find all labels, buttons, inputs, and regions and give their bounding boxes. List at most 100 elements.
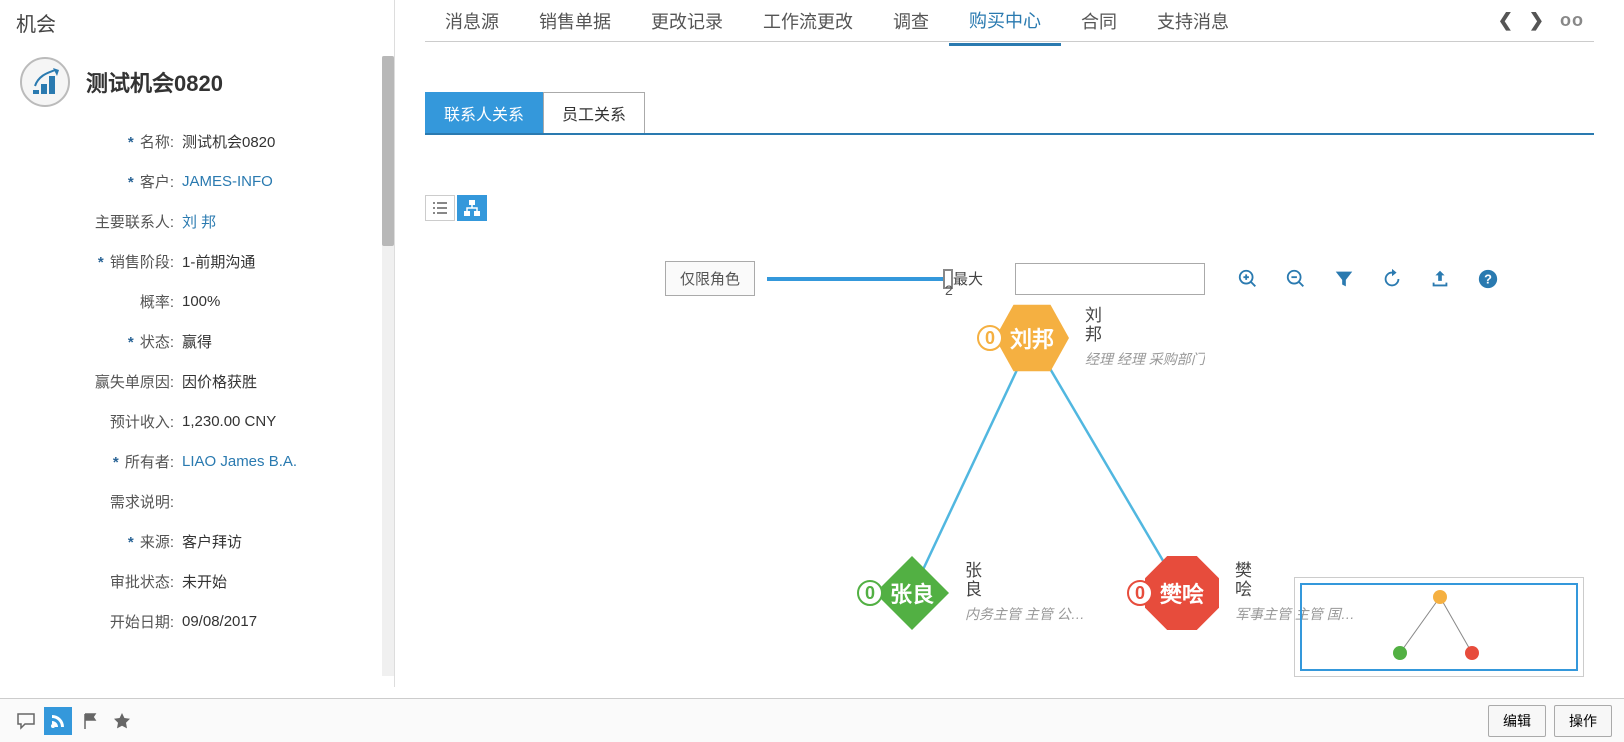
main-tab[interactable]: 调查 bbox=[873, 0, 949, 44]
minimap-node bbox=[1433, 590, 1447, 604]
main-tab-bar: 消息源销售单据更改记录工作流更改调查购买中心合同支持消息 ❮ ❯ oo bbox=[425, 0, 1594, 42]
list-view-button[interactable] bbox=[425, 195, 455, 221]
field-row: 审批状态:未开始 bbox=[0, 561, 384, 601]
node-role: 内务主管 主管 公… bbox=[965, 604, 1085, 624]
field-value[interactable]: 刘 邦 bbox=[182, 211, 216, 232]
field-row: * 销售阶段:1-前期沟通 bbox=[0, 241, 384, 281]
edit-button[interactable]: 编辑 bbox=[1488, 705, 1546, 737]
node-name: 张良 bbox=[965, 562, 1085, 599]
minimap[interactable] bbox=[1294, 577, 1584, 677]
bottom-button-group: 编辑 操作 bbox=[1488, 705, 1612, 737]
field-label: 需求说明: bbox=[12, 491, 182, 512]
bottom-bar: 编辑 操作 bbox=[0, 698, 1624, 742]
field-row: 需求说明: bbox=[0, 481, 384, 521]
field-row: 开始日期:09/08/2017 bbox=[0, 601, 384, 641]
field-label: * 客户: bbox=[12, 171, 182, 192]
field-label: * 来源: bbox=[12, 531, 182, 552]
diagram-node[interactable]: 刘邦0刘邦经理 经理 采购部门 bbox=[995, 301, 1205, 375]
field-value: 未开始 bbox=[182, 571, 227, 592]
field-row: * 所有者:LIAO James B.A. bbox=[0, 441, 384, 481]
node-shape[interactable]: 张良 bbox=[875, 556, 949, 630]
sub-tab-bar: 联系人关系员工关系 bbox=[425, 92, 1594, 135]
slider-max-label: 最大 bbox=[953, 268, 983, 289]
field-value: 09/08/2017 bbox=[182, 613, 257, 630]
export-icon[interactable] bbox=[1429, 268, 1451, 290]
node-badge: 0 bbox=[857, 580, 883, 606]
opportunity-icon bbox=[20, 57, 70, 107]
field-value[interactable]: LIAO James B.A. bbox=[182, 453, 297, 470]
field-value: 客户拜访 bbox=[182, 531, 242, 552]
node-name: 刘邦 bbox=[1085, 307, 1205, 344]
tab-more[interactable]: oo bbox=[1556, 10, 1588, 31]
field-row: 主要联系人:刘 邦 bbox=[0, 201, 384, 241]
field-list: * 名称:测试机会0820* 客户:JAMES-INFO 主要联系人:刘 邦* … bbox=[0, 121, 394, 687]
main-tab[interactable]: 购买中心 bbox=[949, 0, 1061, 46]
star-icon[interactable] bbox=[108, 707, 136, 735]
sub-tab[interactable]: 联系人关系 bbox=[425, 92, 543, 133]
node-shape[interactable]: 樊哙 bbox=[1145, 556, 1219, 630]
field-value: 赢得 bbox=[182, 331, 212, 352]
sub-tab[interactable]: 员工关系 bbox=[543, 92, 645, 133]
record-title: 测试机会0820 bbox=[86, 66, 223, 98]
help-icon[interactable]: ? bbox=[1477, 268, 1499, 290]
left-panel: 机会 测试机会0820 * 名称:测试机会0820* 客户:JAMES-INFO… bbox=[0, 0, 395, 687]
field-value: 因价格获胜 bbox=[182, 371, 257, 392]
field-label: 开始日期: bbox=[12, 611, 182, 632]
search-input[interactable] bbox=[1022, 271, 1203, 287]
actions-button[interactable]: 操作 bbox=[1554, 705, 1612, 737]
depth-slider[interactable]: 最大 2 bbox=[767, 268, 983, 289]
field-label: 预计收入: bbox=[12, 411, 182, 432]
field-value: 100% bbox=[182, 293, 220, 310]
main-tab[interactable]: 销售单据 bbox=[519, 0, 631, 44]
field-row: * 名称:测试机会0820 bbox=[0, 121, 384, 161]
field-row: * 状态:赢得 bbox=[0, 321, 384, 361]
tab-prev[interactable]: ❮ bbox=[1494, 10, 1517, 31]
field-row: 预计收入:1,230.00 CNY bbox=[0, 401, 384, 441]
main-tab[interactable]: 更改记录 bbox=[631, 0, 743, 44]
diagram-edge bbox=[1032, 338, 1182, 593]
field-label: * 所有者: bbox=[12, 451, 182, 472]
node-badge: 0 bbox=[977, 325, 1003, 351]
tab-next[interactable]: ❯ bbox=[1525, 10, 1548, 31]
main-tab[interactable]: 合同 bbox=[1061, 0, 1137, 44]
main-tab[interactable]: 消息源 bbox=[425, 0, 519, 44]
diagram-toolbar: ? bbox=[1237, 268, 1499, 290]
view-switch bbox=[425, 195, 1594, 221]
refresh-icon[interactable] bbox=[1381, 268, 1403, 290]
main-tab[interactable]: 支持消息 bbox=[1137, 0, 1249, 44]
module-title: 机会 bbox=[0, 0, 394, 45]
field-label: * 名称: bbox=[12, 131, 182, 152]
diagram-node[interactable]: 张良0张良内务主管 主管 公… bbox=[875, 556, 1085, 630]
controls-row: 仅限角色 最大 2 ? bbox=[425, 261, 1594, 296]
bottom-icon-group bbox=[12, 707, 136, 735]
field-label: 主要联系人: bbox=[12, 211, 182, 232]
search-box[interactable] bbox=[1015, 263, 1205, 295]
role-filter-button[interactable]: 仅限角色 bbox=[665, 261, 755, 296]
node-shape[interactable]: 刘邦 bbox=[995, 301, 1069, 375]
node-labels: 张良内务主管 主管 公… bbox=[965, 562, 1085, 623]
filter-icon[interactable] bbox=[1333, 268, 1355, 290]
field-value[interactable]: JAMES-INFO bbox=[182, 173, 273, 190]
scrollbar-thumb[interactable] bbox=[382, 56, 394, 246]
tree-view-button[interactable] bbox=[457, 195, 487, 221]
feed-icon[interactable] bbox=[44, 707, 72, 735]
minimap-node bbox=[1465, 646, 1479, 660]
main-tab[interactable]: 工作流更改 bbox=[743, 0, 873, 44]
field-label: * 销售阶段: bbox=[12, 251, 182, 272]
flag-icon[interactable] bbox=[76, 707, 104, 735]
zoom-in-icon[interactable] bbox=[1237, 268, 1259, 290]
node-role: 经理 经理 采购部门 bbox=[1085, 349, 1205, 369]
zoom-out-icon[interactable] bbox=[1285, 268, 1307, 290]
node-badge: 0 bbox=[1127, 580, 1153, 606]
field-label: 概率: bbox=[12, 291, 182, 312]
svg-text:?: ? bbox=[1484, 271, 1492, 286]
field-value: 测试机会0820 bbox=[182, 131, 275, 152]
field-row: 概率:100% bbox=[0, 281, 384, 321]
field-value: 1-前期沟通 bbox=[182, 251, 255, 272]
node-labels: 刘邦经理 经理 采购部门 bbox=[1085, 307, 1205, 368]
diagram-edge bbox=[912, 338, 1032, 593]
record-header: 测试机会0820 bbox=[0, 45, 394, 121]
tab-nav: ❮ ❯ oo bbox=[1494, 10, 1594, 31]
comment-icon[interactable] bbox=[12, 707, 40, 735]
right-panel: 消息源销售单据更改记录工作流更改调查购买中心合同支持消息 ❮ ❯ oo 联系人关… bbox=[395, 0, 1624, 687]
